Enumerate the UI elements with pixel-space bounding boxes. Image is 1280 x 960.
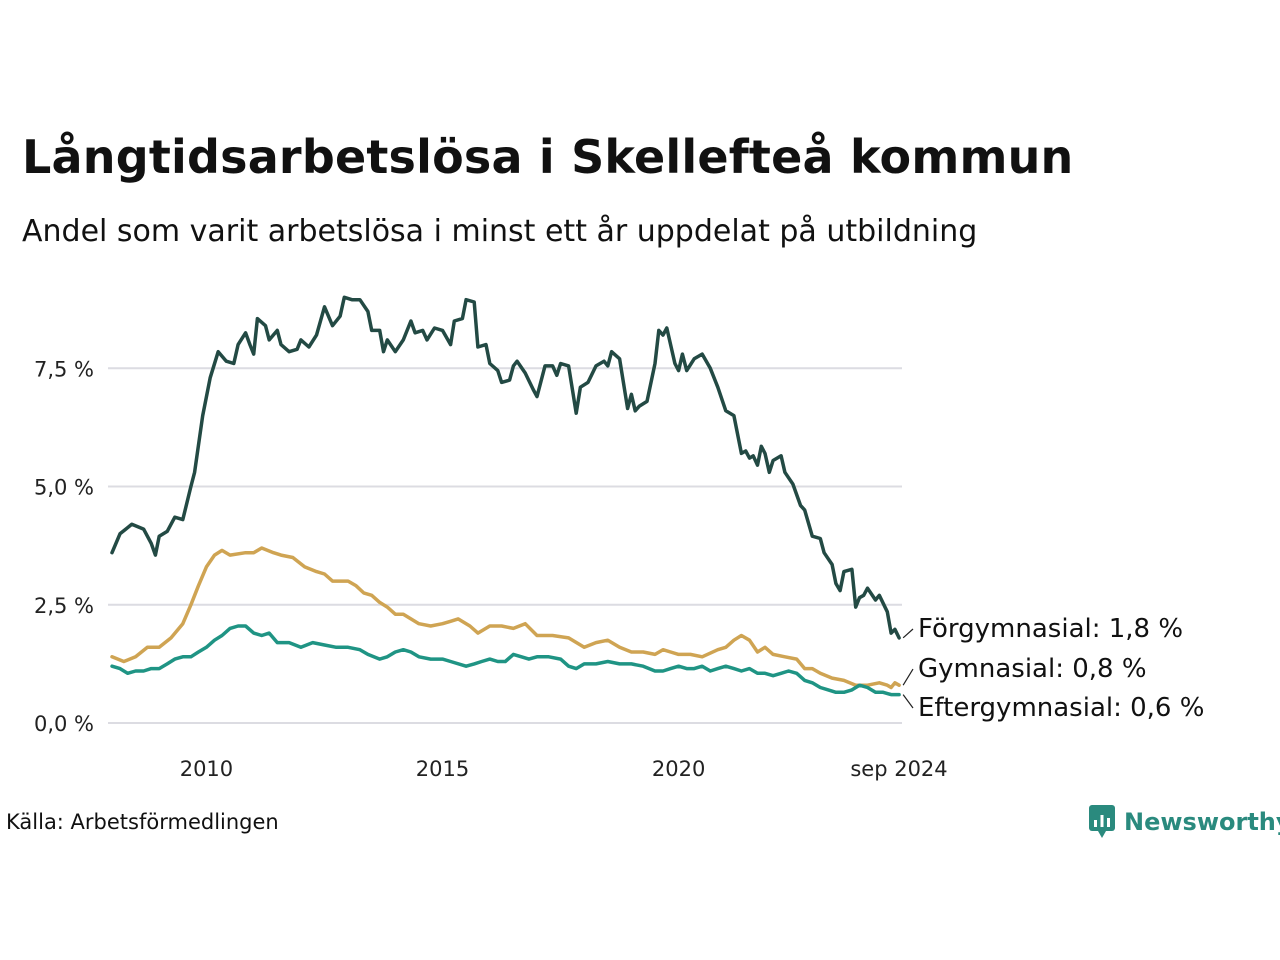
series-line-förgymnasial: [110, 295, 901, 640]
y-tick-label: 0,0 %: [34, 712, 94, 736]
series-end-label: Gymnasial: 0,8 %: [918, 654, 1147, 684]
x-tick-label: sep 2024: [850, 757, 947, 781]
x-tick-label: 2020: [652, 757, 705, 781]
newsworthy-logo-icon: [1089, 805, 1115, 838]
brand-logo: Newsworthy: [1088, 804, 1280, 840]
series-end-labels: Förgymnasial: 1,8 % Gymnasial: 0,8 % Efter…: [902, 614, 1204, 723]
series-end-label: Eftergymnasial: 0,6 %: [918, 693, 1204, 723]
y-axis: 0,0 % 2,5 % 5,0 % 7,5 %: [34, 357, 94, 736]
x-tick-label: 2010: [180, 757, 233, 781]
series-line-eftergymnasial: [110, 624, 901, 697]
brand-name: Newsworthy: [1124, 808, 1280, 836]
label-connector: [902, 668, 914, 686]
series-lines: [110, 295, 901, 697]
source-note: Källa: Arbetsförmedlingen: [6, 810, 279, 834]
chart-title: Långtidsarbetslösa i Skellefteå kommun: [22, 130, 1074, 184]
y-tick-label: 5,0 %: [34, 476, 94, 500]
series-line-gymnasial: [110, 546, 901, 690]
chart-subtitle: Andel som varit arbetslösa i minst ett å…: [22, 214, 978, 249]
gridlines: [108, 367, 902, 724]
x-tick-label: 2015: [416, 757, 469, 781]
y-tick-label: 2,5 %: [34, 594, 94, 618]
label-connector: [902, 694, 914, 709]
series-end-label: Förgymnasial: 1,8 %: [918, 614, 1183, 644]
x-axis: 2010 2015 2020 sep 2024: [180, 757, 948, 781]
label-connector: [902, 628, 914, 639]
y-tick-label: 7,5 %: [34, 357, 94, 381]
